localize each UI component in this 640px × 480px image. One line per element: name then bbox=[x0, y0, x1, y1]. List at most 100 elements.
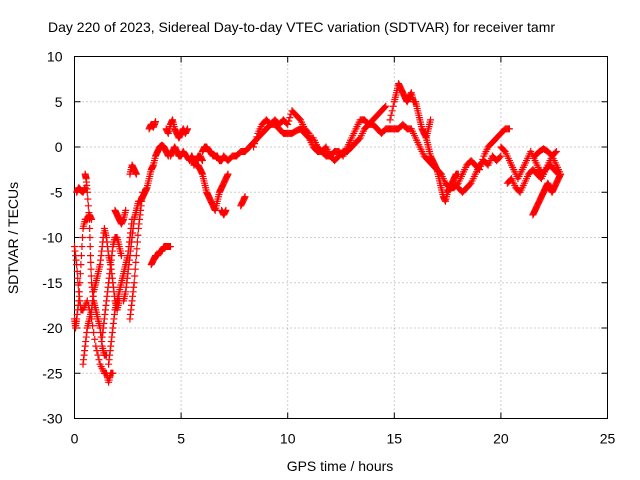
data-point bbox=[77, 261, 85, 269]
data-point bbox=[131, 272, 139, 280]
data-point bbox=[552, 148, 560, 156]
data-point bbox=[87, 272, 95, 280]
series-t8 bbox=[111, 206, 130, 228]
data-point bbox=[117, 252, 125, 260]
data-point bbox=[252, 136, 260, 144]
series-t27 bbox=[497, 143, 565, 183]
data-point bbox=[122, 206, 130, 214]
data-point bbox=[86, 234, 94, 241]
data-point bbox=[86, 252, 94, 260]
data-point bbox=[496, 153, 504, 161]
series-t29 bbox=[529, 170, 565, 219]
data-point bbox=[251, 140, 259, 148]
data-point bbox=[84, 202, 92, 210]
data-point bbox=[286, 114, 294, 122]
x-tick-label: 0 bbox=[71, 431, 79, 447]
x-tick-label: 10 bbox=[280, 431, 296, 447]
data-point bbox=[183, 125, 191, 133]
series-t16 bbox=[188, 152, 232, 214]
data-point bbox=[152, 118, 160, 126]
series-t24 bbox=[422, 134, 462, 205]
series-t17 bbox=[218, 206, 230, 219]
series-t26 bbox=[454, 152, 505, 196]
x-axis-label: GPS time / hours bbox=[287, 458, 394, 474]
data-point bbox=[86, 243, 94, 251]
y-tick-labels: 10 5 0 -5 -10 -15 -20 -25 -30 bbox=[42, 49, 62, 427]
data-point bbox=[131, 265, 139, 273]
data-point bbox=[386, 116, 394, 124]
data-point bbox=[132, 252, 140, 260]
data-point bbox=[133, 238, 141, 246]
series-t15 bbox=[162, 116, 191, 142]
x-tick-labels: 0 5 10 15 20 25 bbox=[71, 431, 616, 447]
data-point bbox=[427, 116, 435, 124]
data-point bbox=[74, 274, 82, 282]
series-t1 bbox=[71, 243, 117, 386]
y-tick-label: -30 bbox=[42, 411, 62, 427]
data-point bbox=[75, 288, 83, 296]
data-points bbox=[71, 80, 565, 386]
y-tick-label: 10 bbox=[47, 49, 63, 65]
series-t28 bbox=[503, 161, 562, 196]
series-t2 bbox=[71, 211, 96, 332]
y-tick-label: -5 bbox=[50, 184, 63, 200]
data-point bbox=[222, 206, 230, 214]
data-point bbox=[109, 369, 117, 377]
data-point bbox=[87, 265, 95, 273]
data-point bbox=[78, 234, 86, 241]
data-point bbox=[94, 351, 102, 359]
y-axis-label: SDTVAR / TECUs bbox=[5, 182, 21, 294]
data-point bbox=[166, 243, 174, 251]
series-t25 bbox=[433, 125, 513, 192]
data-point bbox=[85, 215, 93, 223]
data-point bbox=[133, 245, 141, 253]
series-t10 bbox=[126, 188, 147, 323]
data-point bbox=[551, 149, 559, 157]
grid bbox=[74, 56, 608, 419]
series-t7 bbox=[98, 234, 125, 341]
y-tick-label: -25 bbox=[42, 365, 62, 381]
x-tick-label: 15 bbox=[387, 431, 403, 447]
data-point bbox=[132, 258, 140, 266]
data-point bbox=[381, 103, 389, 111]
data-point bbox=[253, 133, 261, 141]
data-point bbox=[95, 356, 103, 364]
series-t30 bbox=[531, 145, 560, 160]
data-point bbox=[76, 279, 84, 287]
y-tick-label: -20 bbox=[42, 320, 62, 336]
data-point bbox=[132, 170, 140, 178]
series-t12 bbox=[145, 118, 160, 133]
axis-ticks bbox=[74, 56, 608, 419]
data-point bbox=[382, 102, 390, 110]
series-t20 bbox=[250, 107, 313, 151]
series-t18 bbox=[237, 193, 249, 210]
data-point bbox=[284, 120, 292, 128]
data-point bbox=[557, 170, 565, 178]
data-point bbox=[139, 188, 147, 196]
data-point bbox=[387, 111, 395, 119]
x-tick-label: 20 bbox=[493, 431, 509, 447]
data-point bbox=[224, 170, 232, 178]
data-point bbox=[198, 157, 206, 165]
data-point bbox=[78, 243, 86, 251]
data-point bbox=[497, 152, 505, 160]
data-point bbox=[87, 258, 95, 266]
series-t23 bbox=[386, 80, 435, 142]
data-point bbox=[134, 231, 142, 239]
x-tick-label: 5 bbox=[177, 431, 185, 447]
data-point bbox=[93, 347, 101, 355]
data-point bbox=[84, 195, 92, 203]
plot-frame bbox=[74, 56, 608, 419]
data-point bbox=[86, 224, 94, 232]
data-point bbox=[85, 209, 93, 217]
data-point bbox=[90, 329, 98, 337]
data-point bbox=[388, 107, 396, 115]
y-tick-label: -10 bbox=[42, 230, 62, 246]
series-t22 bbox=[326, 102, 390, 165]
series-t11 bbox=[126, 161, 140, 178]
data-point bbox=[83, 188, 91, 196]
series-t5 bbox=[81, 170, 110, 359]
data-point bbox=[285, 117, 293, 125]
y-tick-label: -15 bbox=[42, 275, 62, 291]
